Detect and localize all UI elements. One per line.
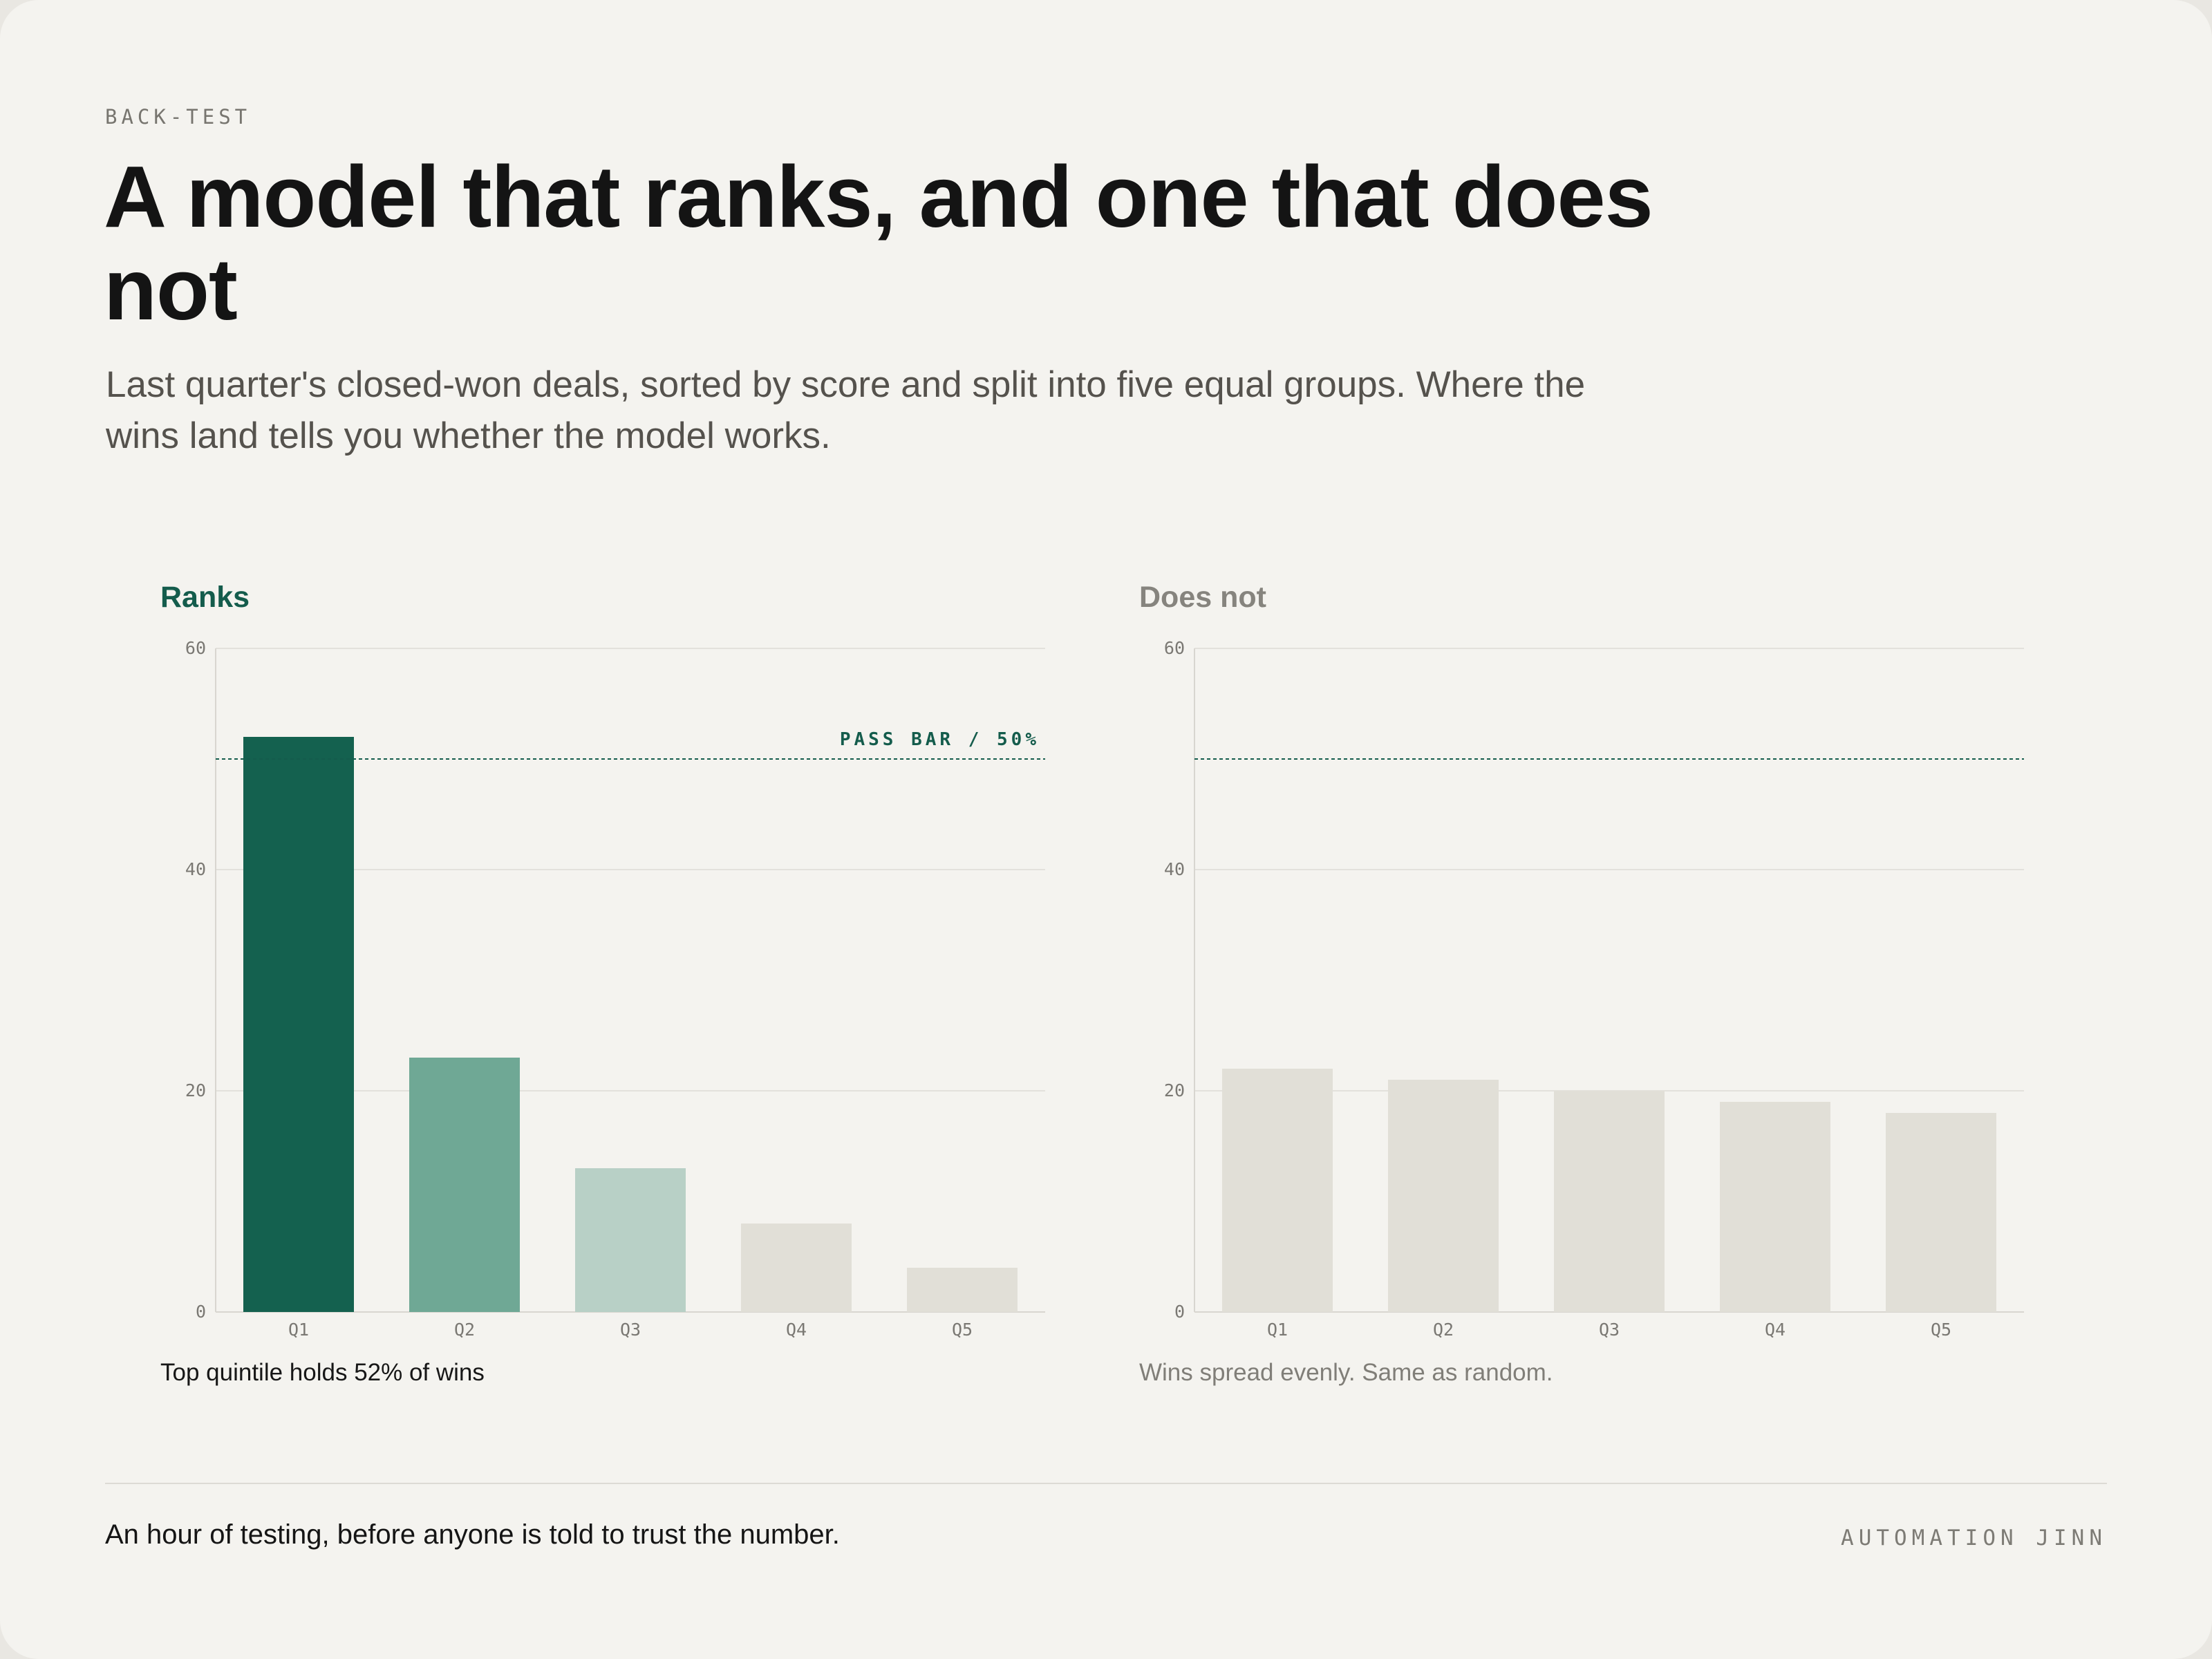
- footer-text: An hour of testing, before anyone is tol…: [105, 1519, 840, 1550]
- bar-q3: [1554, 1091, 1665, 1312]
- x-tick-label: Q2: [1433, 1320, 1454, 1340]
- y-tick-label: 40: [185, 859, 206, 879]
- x-tick-label: Q5: [1931, 1320, 1951, 1340]
- pass-bar-label: PASS BAR / 50%: [840, 729, 1040, 750]
- chart-does-not: 0 20 40 60 Q1 Q2 Q3 Q4 Q5: [1164, 638, 2024, 1340]
- bar-q1: [1222, 1069, 1333, 1312]
- footer-divider: [105, 1483, 2107, 1484]
- x-tick-label: Q2: [454, 1320, 475, 1340]
- chart-caption-does-not: Wins spread evenly. Same as random.: [1139, 1359, 1553, 1386]
- y-tick-label: 20: [185, 1080, 206, 1100]
- bar-q5: [1886, 1113, 1996, 1312]
- y-tick-label: 60: [1164, 638, 1185, 658]
- bar-q4: [741, 1224, 852, 1312]
- x-tick-label: Q3: [1599, 1320, 1620, 1340]
- bar-q4: [1720, 1102, 1830, 1312]
- bar-q3: [575, 1168, 686, 1312]
- brand-label: AUTOMATION JINN: [1841, 1526, 2107, 1550]
- y-tick-label: 40: [1164, 859, 1185, 879]
- bar-q2: [1388, 1080, 1499, 1312]
- page-title: A model that ranks, and one that does no…: [104, 148, 1653, 338]
- x-tick-label: Q5: [952, 1320, 973, 1340]
- x-tick-label: Q1: [1267, 1320, 1288, 1340]
- x-tick-label: Q3: [620, 1320, 641, 1340]
- chart-title-ranks: Ranks: [160, 581, 250, 614]
- y-tick-label: 0: [1174, 1302, 1185, 1322]
- y-tick-label: 0: [196, 1302, 206, 1322]
- x-tick-label: Q1: [288, 1320, 309, 1340]
- bar-q5: [907, 1268, 1018, 1312]
- chart-title-does-not: Does not: [1139, 581, 1266, 614]
- bar-q2: [409, 1058, 520, 1312]
- eyebrow-label: BACK-TEST: [105, 105, 252, 129]
- x-tick-label: Q4: [786, 1320, 807, 1340]
- bar-q1: [243, 737, 354, 1312]
- page-subtitle: Last quarter's closed-won deals, sorted …: [106, 364, 1586, 456]
- chart-ranks: 0 20 40 60 Q1 Q2 Q3 Q4 Q5 PASS BAR / 50%: [185, 638, 1045, 1340]
- y-tick-label: 20: [1164, 1080, 1185, 1100]
- chart-caption-ranks: Top quintile holds 52% of wins: [160, 1359, 485, 1386]
- y-tick-label: 60: [185, 638, 206, 658]
- x-tick-label: Q4: [1765, 1320, 1785, 1340]
